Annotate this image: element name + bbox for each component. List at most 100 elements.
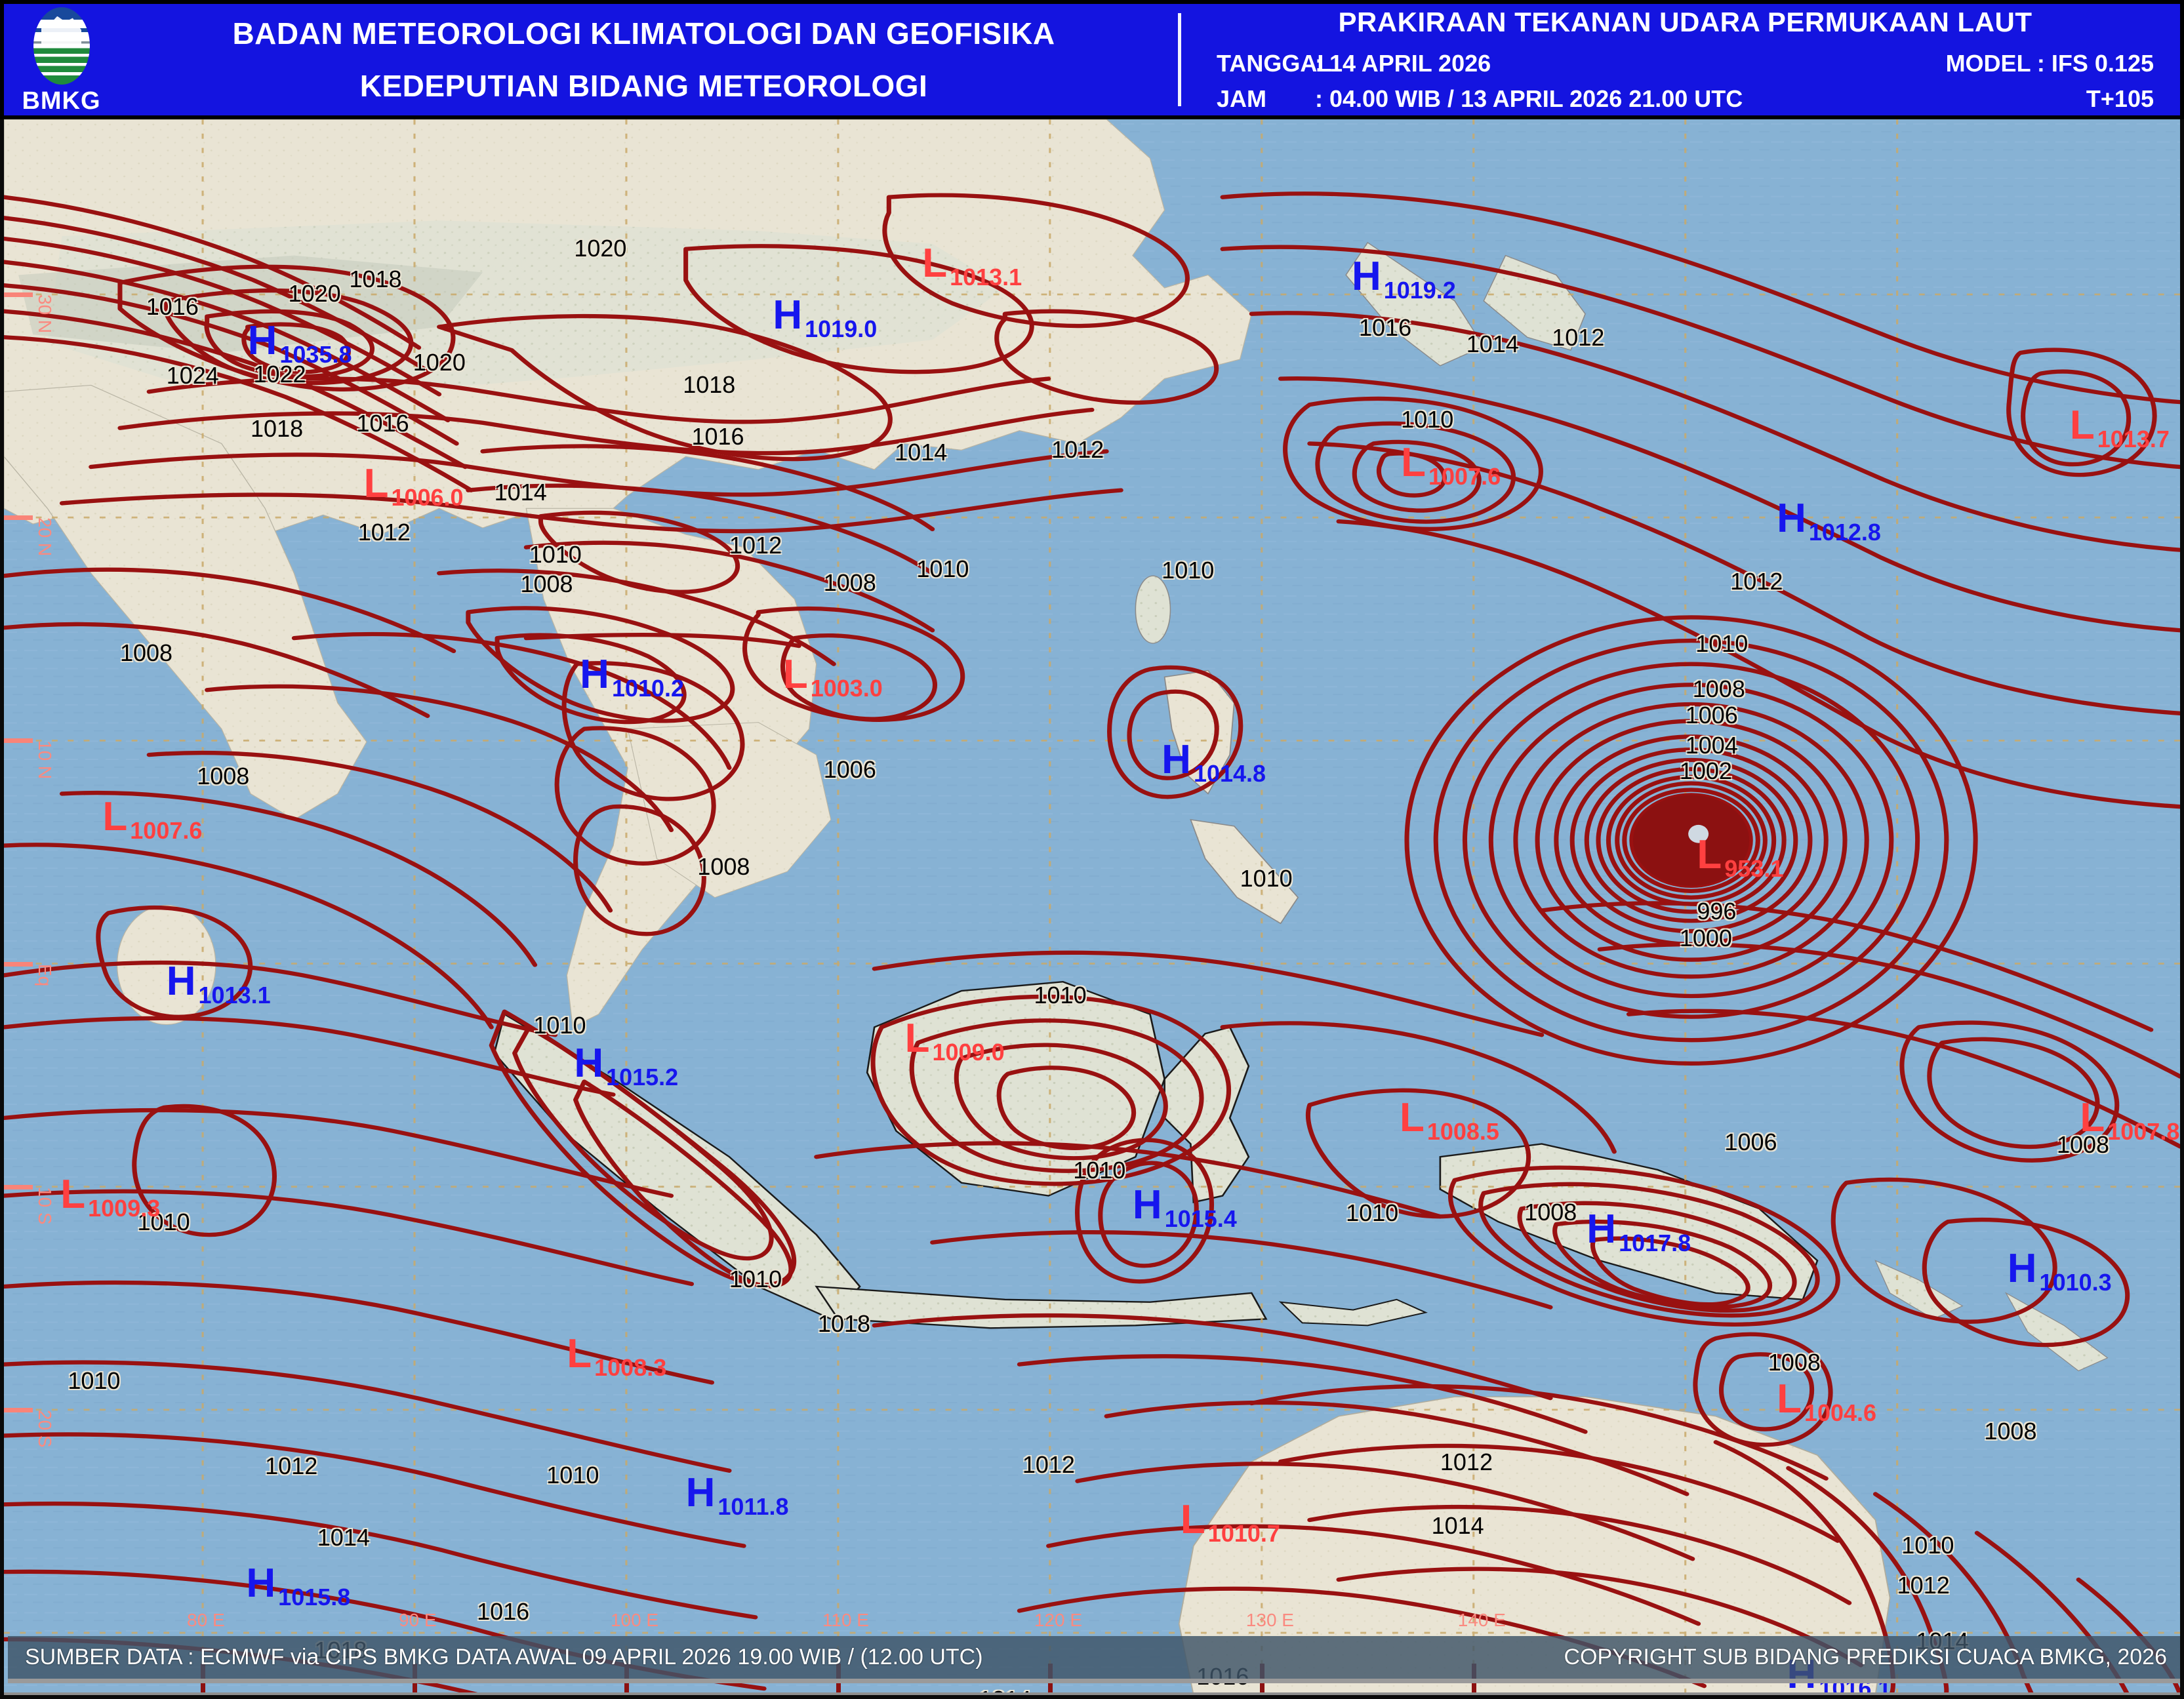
- product-meta-block: PRAKIRAAN TEKANAN UDARA PERMUKAAN LAUT T…: [1181, 4, 2180, 115]
- isobar-label: 1016: [691, 422, 744, 450]
- isobar-label: 1008: [823, 569, 876, 597]
- isobar-label: 1012: [1022, 1451, 1075, 1479]
- latitude-tick: 20 N: [35, 517, 55, 557]
- longitude-tick: 80 E: [187, 1610, 225, 1630]
- isobar-label: 1006: [823, 756, 876, 784]
- isobar-label: 1022: [253, 360, 306, 388]
- isobar-label: 1006: [1685, 702, 1738, 729]
- isobar-label: 1010: [546, 1462, 599, 1489]
- isobar-label: 1012: [1051, 435, 1104, 463]
- agency-name-line2: KEDEPUTIAN BIDANG METEOROLOGI: [359, 69, 928, 103]
- latitude-tick: 10 S: [35, 1186, 55, 1225]
- latitude-tick-mark: [4, 738, 33, 744]
- longitude-tick: 110 E: [822, 1610, 869, 1630]
- lead-time-value: T+105: [2086, 85, 2154, 112]
- map-footer-bar: SUMBER DATA : ECMWF via CIPS BMKG DATA A…: [8, 1636, 2180, 1683]
- isobar-label: 1000: [1679, 925, 1732, 952]
- isobar-label: 1010: [1240, 865, 1293, 892]
- longitude-tick: 130 E: [1245, 1610, 1294, 1630]
- isobar-label: 1006: [1724, 1128, 1777, 1155]
- isobar-label: 1012: [1730, 568, 1783, 595]
- isobar-label: 1018: [683, 370, 736, 398]
- isobar-label: 1008: [520, 570, 573, 598]
- copyright-text: COPYRIGHT SUB BIDANG PREDIKSI CUACA BMKG…: [1564, 1645, 2167, 1669]
- isobar-label: 1010: [1401, 406, 1454, 433]
- isobar-label: 1010: [68, 1367, 121, 1394]
- isobar-label: 1008: [1984, 1417, 2037, 1445]
- isobar-label: 1018: [349, 266, 402, 293]
- time-row: JAM : 04.00 WIB / 13 APRIL 2026 21.00 UT…: [1217, 85, 2154, 113]
- isobar-label: 1012: [357, 519, 411, 546]
- isobar-label: 1008: [697, 853, 750, 881]
- longitude-tick: 120 E: [1034, 1610, 1083, 1630]
- isobar-label: 1012: [1440, 1449, 1493, 1476]
- cyclone-core-icon: [1633, 795, 1750, 886]
- isobar-label: 1008: [1692, 675, 1745, 703]
- time-label: JAM: [1217, 85, 1267, 112]
- bmkg-logo-icon: [33, 7, 90, 85]
- isobar-label: 1004: [1685, 731, 1738, 759]
- date-value: : 14 APRIL 2026: [1315, 50, 1491, 77]
- isobar-label: 1010: [729, 1266, 782, 1293]
- isobar-label: 1016: [477, 1597, 530, 1625]
- isobar-label: 1016: [146, 293, 199, 321]
- isobar-label: 1014: [1431, 1512, 1484, 1540]
- isobar-label: 1014: [317, 1523, 370, 1551]
- isobar-label: 1020: [413, 349, 466, 376]
- page-header: BMKG BADAN METEOROLOGI KLIMATOLOGI DAN G…: [0, 0, 2184, 119]
- isobar-label: 1010: [1695, 630, 1749, 658]
- isobar-label: 1016: [1359, 313, 1412, 341]
- bmkg-logo: BMKG: [4, 4, 119, 115]
- isobar-label: 1010: [1901, 1531, 1954, 1559]
- pressure-contour-map[interactable]: 30 N 20 N 10 N Eq 10 S 20 S 80 E 90 E 100 E 110 …: [4, 119, 2180, 1695]
- isobars: [4, 191, 2180, 1692]
- isobar-label: 1012: [265, 1452, 318, 1480]
- isobar-label: 1010: [1073, 1157, 1126, 1184]
- latitude-tick: Eq: [35, 963, 55, 986]
- isobar-label: 1014: [895, 438, 948, 466]
- data-source-text: SUMBER DATA : ECMWF via CIPS BMKG DATA A…: [25, 1645, 983, 1669]
- isobar-label: 1018: [817, 1309, 871, 1337]
- header-divider: [1178, 13, 1181, 106]
- isobar-label: 1010: [529, 540, 582, 568]
- longitude-tick: 140 E: [1457, 1610, 1506, 1630]
- date-label: TANGGAL: [1217, 50, 1332, 77]
- latitude-tick: 10 N: [35, 740, 55, 780]
- latitude-tick: 20 S: [35, 1409, 55, 1448]
- isobar-label: 1002: [1679, 757, 1732, 785]
- isobar-label: 1012: [1897, 1572, 1950, 1599]
- isobar-label: 996: [1697, 897, 1737, 925]
- isobar-label: 1010: [533, 1011, 586, 1039]
- latitude-tick: 30 N: [35, 294, 55, 334]
- product-title: PRAKIRAAN TEKANAN UDARA PERMUKAAN LAUT: [1338, 7, 2032, 37]
- isobar-label: 1010: [1346, 1199, 1399, 1227]
- isobar-label: 1010: [137, 1209, 190, 1236]
- latitude-tick-mark: [4, 515, 33, 521]
- isobar-label: 1010: [916, 555, 969, 582]
- isobar-label: 1020: [574, 235, 627, 262]
- latitude-tick-mark: [4, 961, 33, 967]
- isobar-label: 1010: [1034, 982, 1087, 1009]
- map-graphics: [4, 119, 2180, 1692]
- latitude-tick-mark: [4, 292, 33, 297]
- longitude-tick: 90 E: [398, 1610, 437, 1630]
- isobar-label: 1008: [119, 639, 173, 667]
- isobar-label: 1012: [1552, 324, 1605, 351]
- isobar-label: 1008: [197, 762, 250, 790]
- isobar-label: 1014: [979, 1686, 1031, 1692]
- bmkg-logo-label: BMKG: [22, 87, 101, 115]
- time-value: : 04.00 WIB / 13 APRIL 2026 21.00 UTC: [1315, 85, 1743, 112]
- isobar-label: 1016: [356, 410, 409, 437]
- model-value: MODEL : IFS 0.125: [1945, 50, 2154, 77]
- isobar-label: 1010: [1162, 556, 1215, 584]
- isobar-label: 1020: [288, 280, 341, 308]
- isobar-label: 1014: [1466, 330, 1519, 358]
- graticule: [4, 119, 2180, 1692]
- isobar-label: 1018: [251, 414, 304, 442]
- isobar-label: 1008: [1524, 1198, 1577, 1226]
- latitude-tick-mark: [4, 1184, 33, 1189]
- landmasses: [4, 119, 2109, 1692]
- isobar-label: 1008: [1768, 1348, 1821, 1376]
- agency-title-block: BADAN METEOROLOGI KLIMATOLOGI DAN GEOFIS…: [119, 4, 1178, 115]
